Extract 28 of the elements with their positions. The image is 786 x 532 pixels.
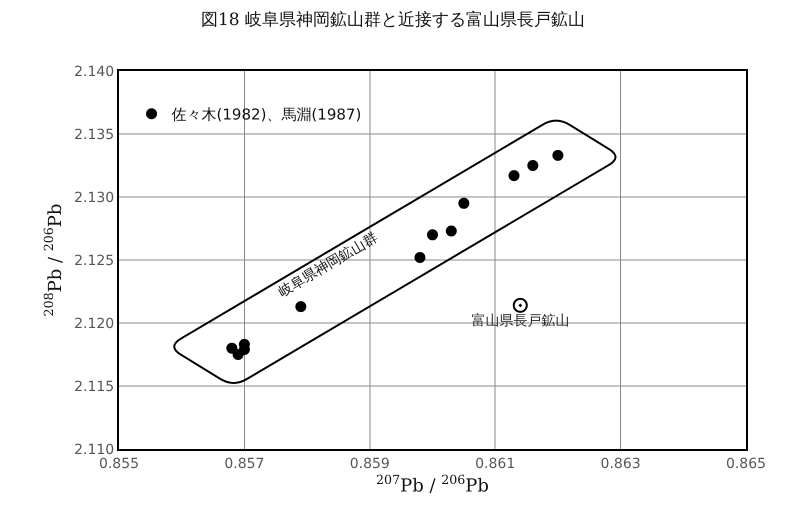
x-tick-label: 0.863 [600, 456, 641, 472]
y-tick-label: 2.135 [74, 126, 114, 143]
point [508, 170, 520, 182]
point [446, 226, 457, 237]
x-axis-title: $^{207}$Pb / $^{206}$Pb [376, 472, 489, 496]
chart-title: 図18 岐阜県神岡鉱山群と近接する富山県長戸鉱山 [200, 10, 586, 30]
x-tick-label: 0.859 [350, 456, 390, 472]
point [552, 150, 564, 161]
x-tick-label: 0.865 [726, 456, 766, 472]
point [512, 298, 528, 313]
y-tick-label: 2.110 [74, 442, 114, 458]
point [527, 160, 538, 171]
y-tick-label: 2.120 [74, 316, 114, 332]
legend-label: 佐々木(1982)、馬淵(1987) [172, 106, 362, 124]
y-tick-label: 2.130 [74, 190, 114, 206]
x-tick-label: 0.857 [224, 456, 264, 472]
point [226, 342, 238, 354]
x-tick-label: 0.861 [475, 456, 516, 472]
point [295, 301, 306, 312]
y-tick-label: 2.140 [74, 64, 114, 80]
y-tick-label: 2.125 [74, 252, 114, 269]
point [458, 198, 470, 209]
series-label: 富山県長戸鉱山 [471, 312, 570, 329]
x-tick-label: 0.855 [98, 456, 140, 472]
annotation: 岐阜県神岡鉱山群 [276, 230, 380, 300]
point [427, 229, 438, 240]
point [414, 252, 426, 263]
y-tick-label: 2.115 [74, 378, 114, 395]
